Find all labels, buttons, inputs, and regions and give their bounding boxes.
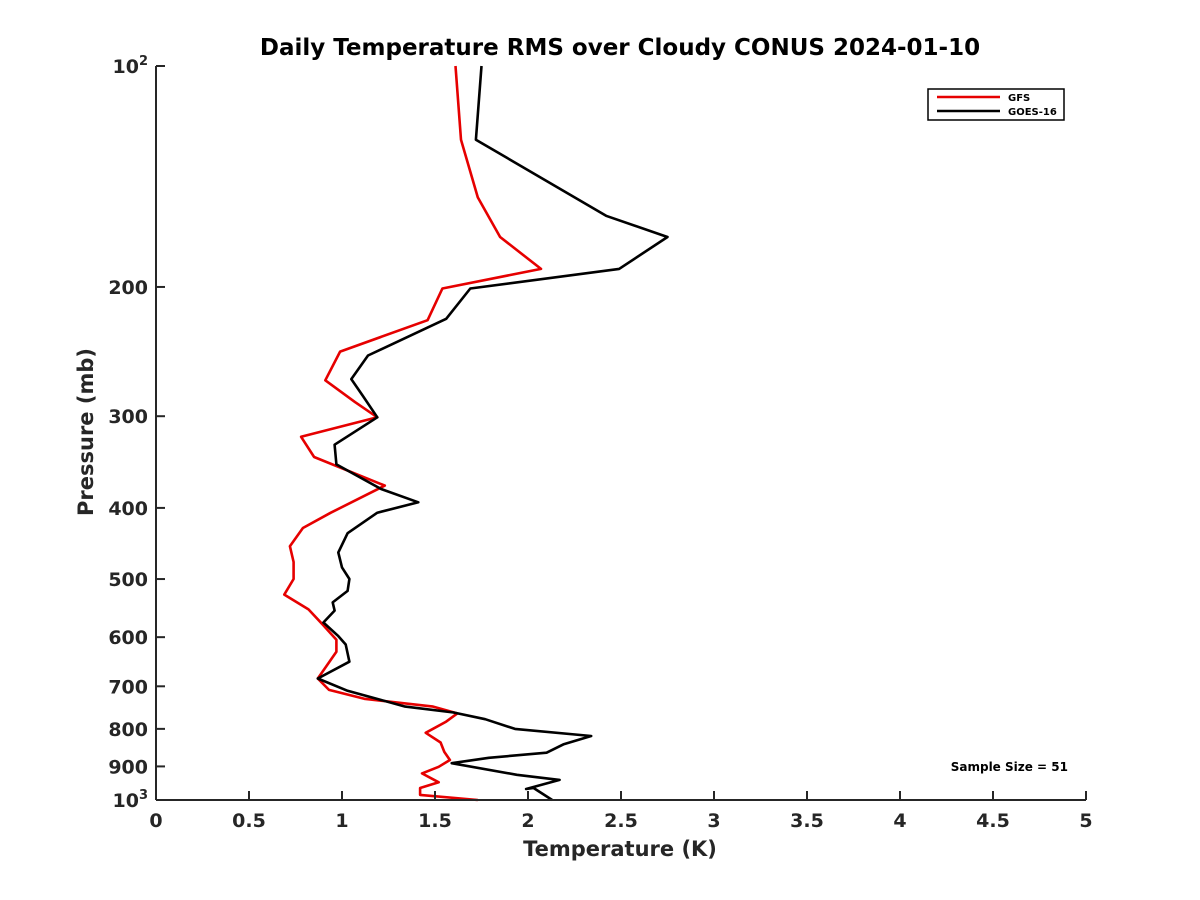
- x-tick-label: 3: [707, 810, 720, 832]
- y-tick-label: 200: [108, 277, 148, 299]
- chart-title: Daily Temperature RMS over Cloudy CONUS …: [260, 35, 980, 61]
- y-tick-label: 102: [113, 54, 149, 78]
- y-tick-label: 800: [108, 719, 148, 741]
- x-axis-ticks: 0 0.5 1 1.5 2 2.5 3 3.5 4 4.5 5: [149, 791, 1093, 832]
- y-axis-ticks: 102 200 300 400 500 600 700 800 900 103: [108, 54, 165, 812]
- legend-label-gfs: GFS: [1008, 93, 1030, 104]
- y-tick-label: 300: [108, 406, 148, 428]
- x-axis-label: Temperature (K): [523, 837, 717, 861]
- plot-lines: [282, 65, 669, 802]
- y-tick-label: 103: [113, 788, 149, 812]
- x-tick-label: 1.5: [418, 810, 452, 832]
- legend-label-goes16: GOES-16: [1008, 107, 1057, 118]
- x-tick-label: 2.5: [604, 810, 638, 832]
- y-tick-label: 900: [108, 756, 148, 778]
- legend-box: [927, 88, 1065, 121]
- y-tick-label: 600: [108, 627, 148, 649]
- y-axis-label: Pressure (mb): [74, 348, 98, 516]
- y-tick-label: 700: [108, 676, 148, 698]
- x-tick-label: 4: [893, 810, 906, 832]
- x-tick-label: 2: [521, 810, 534, 832]
- y-tick-label: 400: [108, 498, 148, 520]
- series-line-gfs: [282, 65, 543, 802]
- x-tick-label: 0.5: [232, 810, 266, 832]
- y-tick-label: 500: [108, 569, 148, 591]
- x-tick-label: 3.5: [790, 810, 824, 832]
- sample-size-annotation: Sample Size = 51: [951, 760, 1068, 774]
- legend: GFS GOES-16: [927, 88, 1065, 121]
- x-tick-label: 1: [335, 810, 348, 832]
- x-tick-label: 0: [149, 810, 162, 832]
- x-tick-label: 5: [1079, 810, 1092, 832]
- x-tick-label: 4.5: [976, 810, 1010, 832]
- series-line-goes-16: [316, 65, 669, 802]
